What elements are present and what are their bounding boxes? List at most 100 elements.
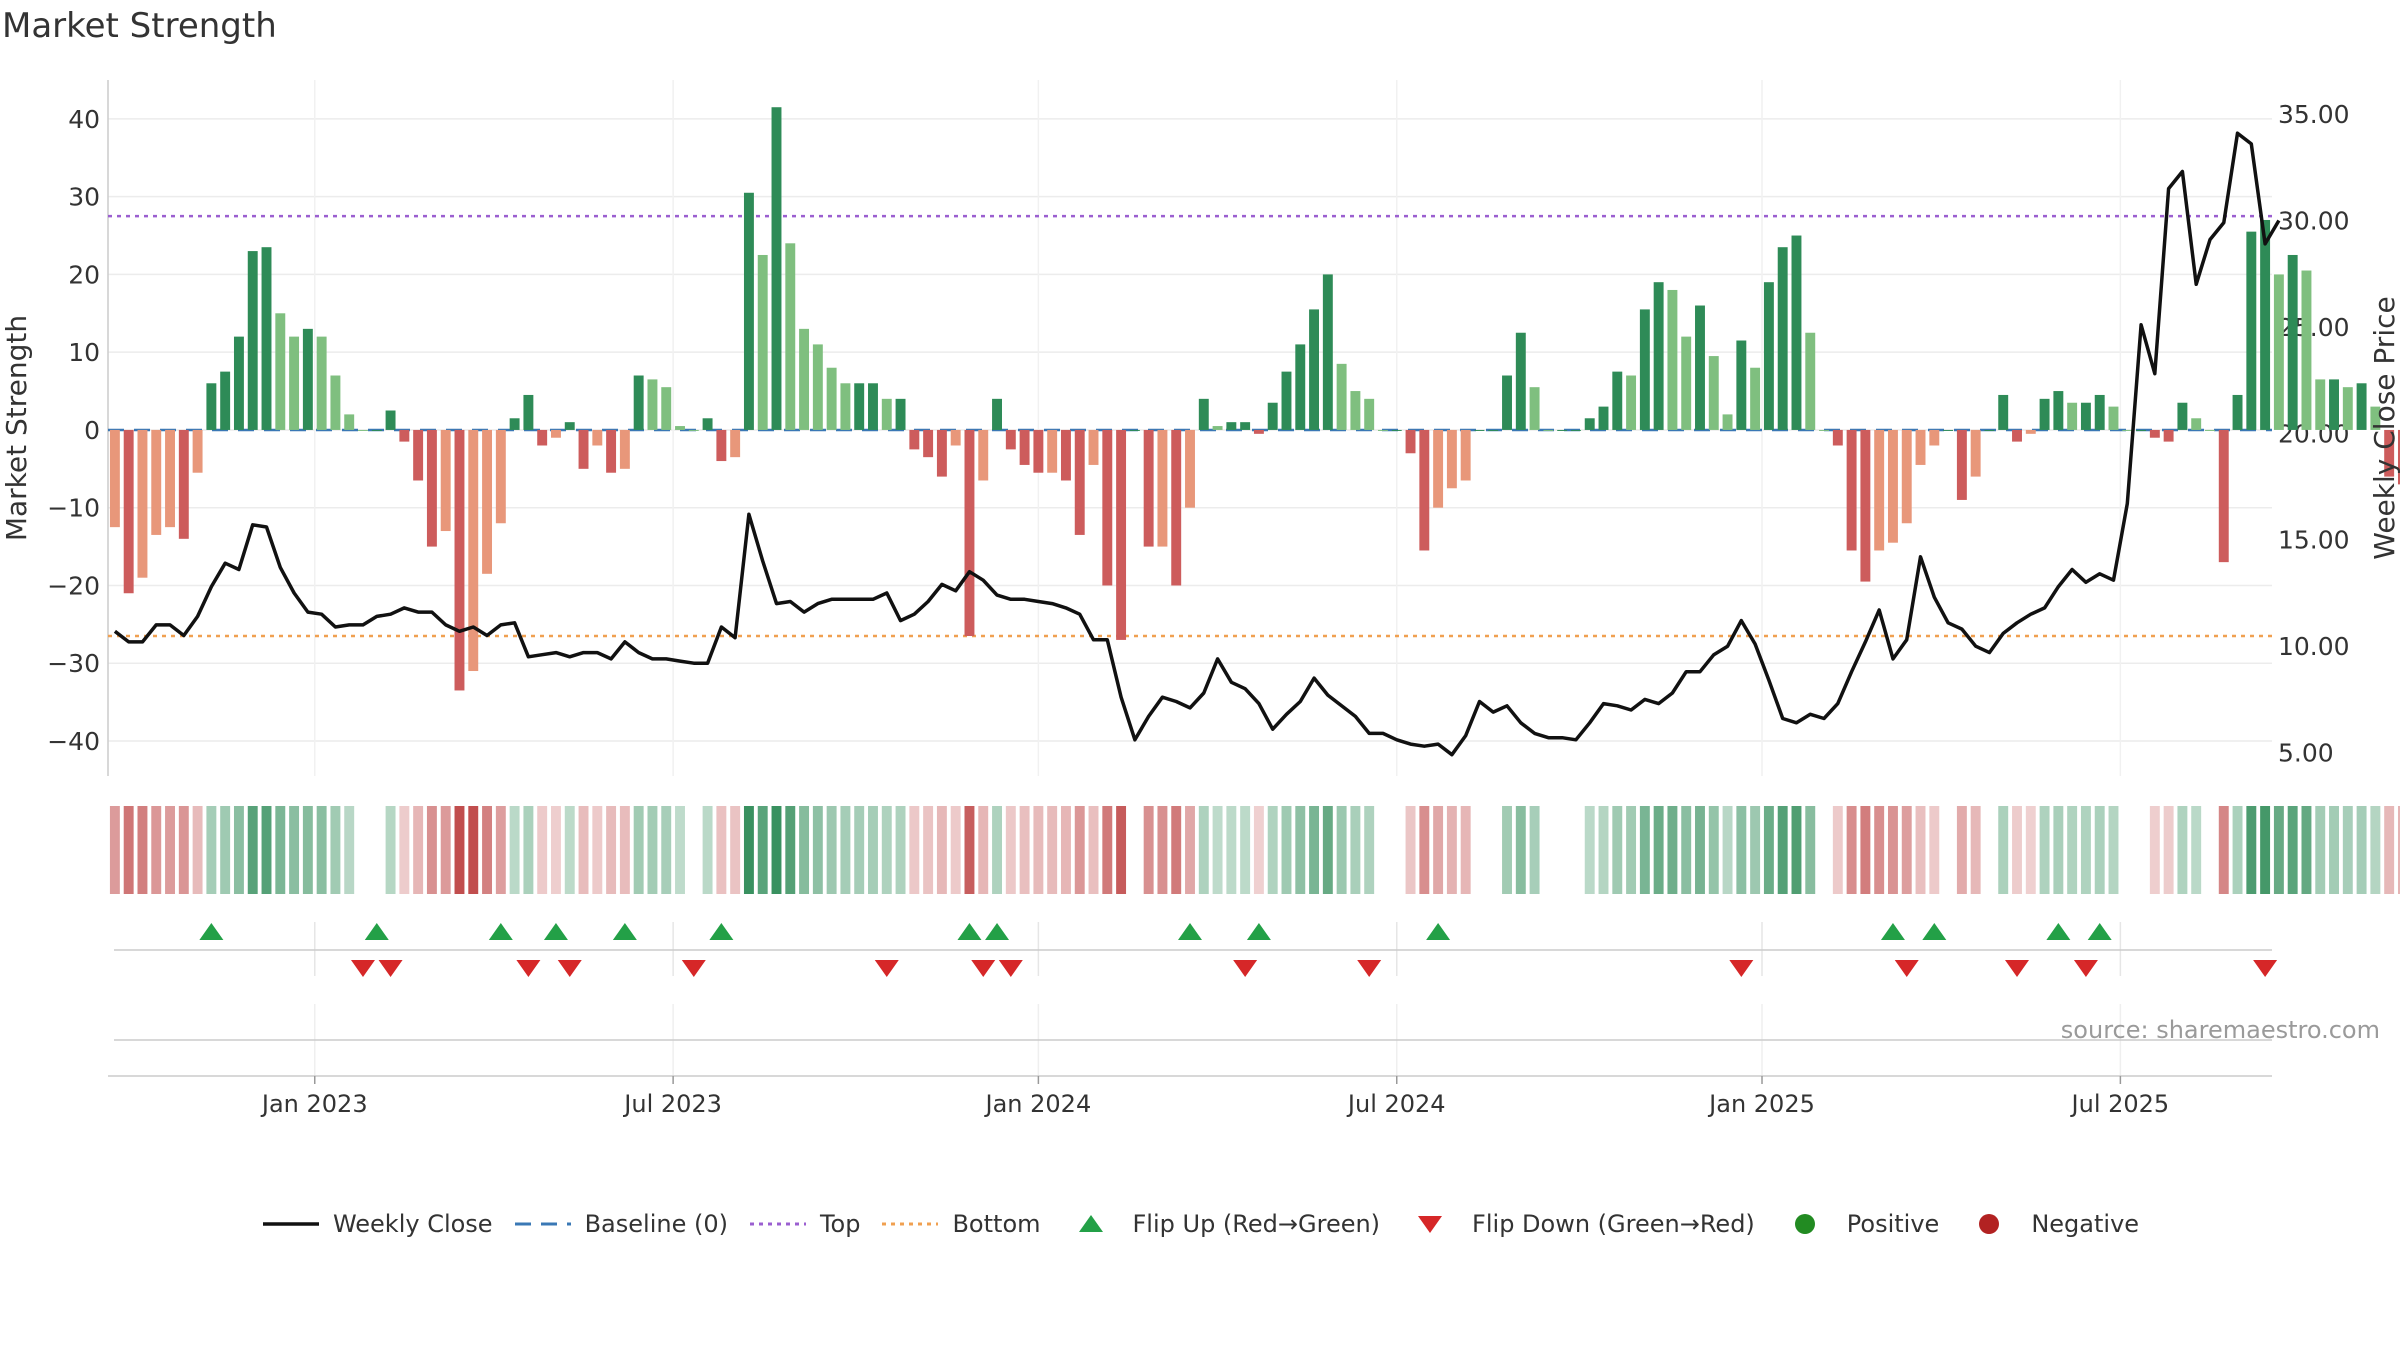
strength-bar xyxy=(1116,429,1127,640)
heat-cell xyxy=(936,806,947,894)
line-legend-icon xyxy=(262,1222,319,1226)
strength-bar xyxy=(330,375,341,430)
strength-bar xyxy=(399,429,410,442)
strength-bar xyxy=(1915,429,1926,465)
strength-bar xyxy=(358,429,368,431)
strength-bar xyxy=(730,429,741,458)
heat-cell xyxy=(964,806,975,894)
heat-cell xyxy=(550,806,561,894)
heat-cell xyxy=(647,806,658,894)
heat-cell xyxy=(1667,806,1678,894)
strength-bar xyxy=(151,429,162,535)
flip-up-marker xyxy=(488,923,513,940)
heat-cell xyxy=(1874,806,1885,894)
strength-bar xyxy=(1502,375,1512,430)
strength-bar xyxy=(495,429,506,524)
heat-cell xyxy=(2356,806,2367,894)
flip-down-marker xyxy=(1894,960,1919,977)
flip-down-marker xyxy=(1233,960,1258,977)
strength-bar xyxy=(1929,429,1940,446)
heat-cell xyxy=(633,806,644,894)
legend-label: Flip Up (Red→Green) xyxy=(1132,1210,1381,1238)
strength-bar xyxy=(1901,429,1912,524)
heat-cell xyxy=(1433,806,1444,894)
weekly-close-line xyxy=(113,131,2281,757)
strength-bar xyxy=(1033,429,1044,473)
flip-down-marker xyxy=(350,960,375,977)
heat-cell xyxy=(1846,806,1857,894)
strength-bar xyxy=(1171,429,1182,586)
heat-cell xyxy=(1722,806,1733,894)
x-tick-label: Jan 2025 xyxy=(1707,1090,1815,1118)
circle-legend-icon xyxy=(1794,1214,1815,1234)
strength-bar xyxy=(812,344,823,430)
heat-cell xyxy=(2273,806,2284,894)
heat-cell xyxy=(1116,806,1127,894)
strength-bar xyxy=(192,429,203,473)
strength-bar xyxy=(1612,371,1623,430)
flip-down-marker xyxy=(1357,960,1382,977)
heat-cell xyxy=(1240,806,1251,894)
strength-bar xyxy=(1557,429,1568,431)
strength-bar xyxy=(247,251,258,430)
strength-bar xyxy=(1143,429,1154,547)
strength-bar xyxy=(482,429,493,574)
strength-bar xyxy=(1074,429,1085,535)
heat-cell xyxy=(2025,806,2036,894)
strength-bar xyxy=(178,429,189,539)
strength-bars xyxy=(109,107,2400,691)
heat-cell xyxy=(1460,806,1471,894)
strength-bar xyxy=(1598,406,1609,430)
heat-cell xyxy=(2163,806,2174,894)
heat-cell xyxy=(1171,806,1182,894)
strength-bar xyxy=(385,410,396,430)
legend-item: Negative xyxy=(1959,1210,2139,1238)
strength-bar xyxy=(1405,429,1416,454)
strength-bar xyxy=(1943,429,1954,431)
heat-cell xyxy=(1047,806,1058,894)
heat-cell xyxy=(564,806,575,894)
legend-label: Bottom xyxy=(952,1210,1041,1238)
strength-bar xyxy=(1570,429,1581,431)
legend-label: Weekly Close xyxy=(332,1210,493,1238)
reference-lines xyxy=(108,214,2272,638)
strength-bar xyxy=(1708,356,1719,430)
flip-up-marker xyxy=(985,923,1010,940)
heat-cell xyxy=(399,806,410,894)
strength-bar xyxy=(1543,429,1554,431)
strength-bar xyxy=(1695,305,1705,430)
strength-bar xyxy=(1047,429,1058,473)
strength-bar xyxy=(2301,270,2312,430)
heat-cell xyxy=(1267,806,1278,894)
strength-bar xyxy=(1777,247,1788,430)
strength-bar xyxy=(1791,235,1802,430)
heat-cell xyxy=(1529,806,1540,894)
strength-bar xyxy=(1998,394,2009,430)
heat-cell xyxy=(261,806,272,894)
strength-bar xyxy=(978,429,989,481)
strength-bar xyxy=(1584,418,1595,430)
y-left-tick-label: 0 xyxy=(84,416,100,445)
strength-bar xyxy=(2025,429,2036,434)
flip-down-marker xyxy=(998,960,1023,977)
heat-cell xyxy=(1143,806,1154,894)
circle-legend-icon xyxy=(1979,1214,2000,1234)
strength-bar xyxy=(1088,429,1099,465)
strength-bar xyxy=(550,429,561,438)
strength-bar xyxy=(233,336,244,430)
axes: −40−30−20−100102030405.0010.0015.0020.00… xyxy=(47,80,2350,776)
heat-cell xyxy=(1929,806,1940,894)
heat-cell xyxy=(2260,806,2271,894)
dot-legend-icon xyxy=(882,1222,939,1226)
x-tick-label: Jul 2023 xyxy=(622,1090,722,1118)
strength-bar xyxy=(1226,422,1237,430)
heat-cell xyxy=(1708,806,1719,894)
tri-down-legend-icon xyxy=(1418,1216,1443,1233)
strength-bar xyxy=(1515,332,1526,430)
heat-cell xyxy=(495,806,506,894)
strength-bar xyxy=(1129,429,1140,431)
flip-up-marker xyxy=(199,923,224,940)
strength-bar xyxy=(289,336,300,430)
heat-cell xyxy=(661,806,672,894)
strength-bar xyxy=(2094,394,2105,430)
